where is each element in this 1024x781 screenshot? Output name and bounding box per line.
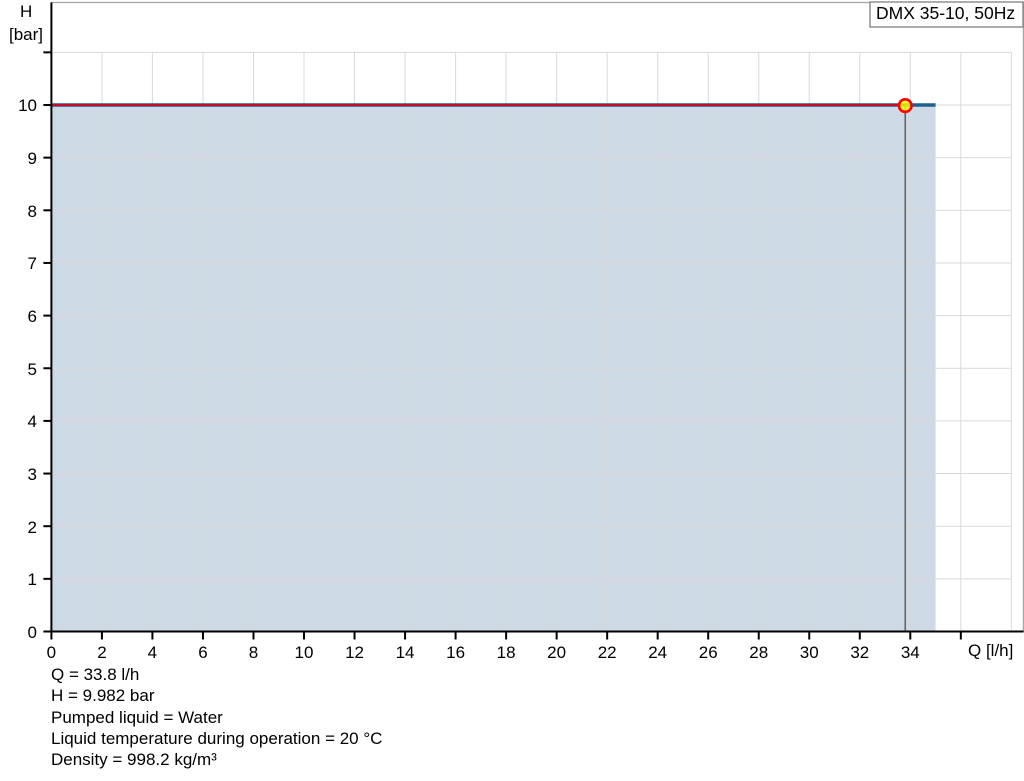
svg-text:16: 16 bbox=[446, 643, 465, 662]
svg-text:3: 3 bbox=[28, 465, 37, 484]
svg-text:2: 2 bbox=[97, 643, 106, 662]
svg-text:28: 28 bbox=[749, 643, 768, 662]
svg-text:[bar]: [bar] bbox=[9, 25, 43, 44]
svg-text:H: H bbox=[20, 2, 32, 21]
svg-text:DMX 35-10, 50Hz: DMX 35-10, 50Hz bbox=[876, 3, 1015, 23]
svg-text:6: 6 bbox=[198, 643, 207, 662]
svg-text:34: 34 bbox=[901, 643, 920, 662]
svg-text:22: 22 bbox=[598, 643, 617, 662]
svg-text:30: 30 bbox=[800, 643, 819, 662]
svg-text:6: 6 bbox=[28, 307, 37, 326]
svg-text:8: 8 bbox=[249, 643, 258, 662]
svg-text:10: 10 bbox=[18, 96, 37, 115]
svg-text:12: 12 bbox=[345, 643, 364, 662]
svg-text:18: 18 bbox=[497, 643, 516, 662]
svg-text:9: 9 bbox=[28, 149, 37, 168]
svg-text:1: 1 bbox=[28, 570, 37, 589]
svg-text:0: 0 bbox=[28, 623, 37, 642]
svg-text:0: 0 bbox=[47, 643, 56, 662]
svg-text:4: 4 bbox=[148, 643, 157, 662]
svg-text:8: 8 bbox=[28, 202, 37, 221]
svg-text:10: 10 bbox=[295, 643, 314, 662]
svg-text:24: 24 bbox=[648, 643, 667, 662]
svg-text:20: 20 bbox=[547, 643, 566, 662]
svg-text:Q [l/h]: Q [l/h] bbox=[968, 641, 1013, 660]
svg-text:26: 26 bbox=[699, 643, 718, 662]
svg-text:4: 4 bbox=[28, 412, 37, 431]
svg-text:14: 14 bbox=[396, 643, 415, 662]
svg-text:7: 7 bbox=[28, 254, 37, 273]
svg-text:2: 2 bbox=[28, 518, 37, 537]
svg-text:32: 32 bbox=[850, 643, 869, 662]
svg-text:5: 5 bbox=[28, 360, 37, 379]
